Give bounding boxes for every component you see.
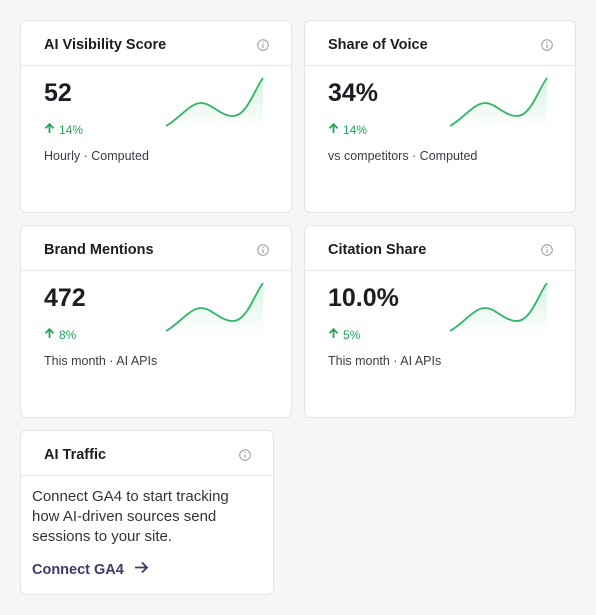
metric-caption: This month · AI APIs — [328, 354, 442, 368]
info-icon[interactable] — [541, 243, 553, 261]
card-header: AI Visibility Score — [21, 21, 291, 66]
metric-change: 14% — [328, 122, 368, 137]
card-header: AI Traffic — [21, 431, 273, 476]
link-text[interactable]: Connect GA4 — [32, 561, 124, 578]
card-title: Citation Share — [328, 242, 427, 258]
info-icon[interactable] — [257, 38, 269, 56]
card-header: Share of Voice — [305, 21, 575, 66]
metric-change: 5% — [328, 327, 361, 342]
change-value: 14% — [59, 123, 84, 137]
sparkline — [165, 76, 265, 135]
info-icon[interactable] — [541, 38, 553, 56]
sparkline — [449, 76, 549, 135]
card-header: Citation Share — [305, 226, 575, 271]
up-arrow — [44, 327, 55, 342]
metric-card: Citation Share 10.0% 5% This month · AI API… — [304, 225, 576, 418]
card-title: AI Traffic — [44, 447, 107, 463]
metric-value: 10.0% — [328, 284, 399, 312]
metric-caption: vs competitors · Computed — [328, 149, 478, 163]
metric-card: AI Visibility Score 52 14% Hourly · Compute… — [20, 20, 292, 213]
metric-card: Share of Voice 34% 14% vs competitors · Com… — [304, 20, 576, 213]
info-icon[interactable] — [257, 243, 269, 261]
up-arrow — [328, 327, 339, 342]
metric-caption: This month · AI APIs — [44, 354, 158, 368]
change-value: 14% — [343, 123, 368, 137]
arrow-icon — [134, 561, 149, 578]
metric-caption: Hourly · Computed — [44, 149, 149, 163]
metric-change: 8% — [44, 327, 77, 342]
connect-link[interactable]: Connect GA4 — [32, 561, 149, 578]
traffic-card: AI Traffic Connect GA4 to start tracking … — [20, 430, 274, 595]
metric-change: 14% — [44, 122, 84, 137]
traffic-body: Connect GA4 to start tracking how AI-dri… — [32, 488, 229, 545]
change-value: 8% — [59, 328, 77, 342]
card-header: Brand Mentions — [21, 226, 291, 271]
up-arrow — [328, 122, 339, 137]
sparkline — [449, 281, 549, 340]
metric-value: 52 — [44, 79, 72, 107]
change-value: 5% — [343, 328, 361, 342]
metric-value: 34% — [328, 79, 379, 107]
card-title: Brand Mentions — [44, 242, 154, 258]
sparkline — [165, 281, 265, 340]
card-title: Share of Voice — [328, 37, 428, 53]
metric-card: Brand Mentions 472 8% This month · AI APIs — [20, 225, 292, 418]
card-title: AI Visibility Score — [44, 37, 167, 53]
up-arrow — [44, 122, 55, 137]
metric-value: 472 — [44, 284, 86, 312]
info-icon[interactable] — [239, 448, 251, 466]
